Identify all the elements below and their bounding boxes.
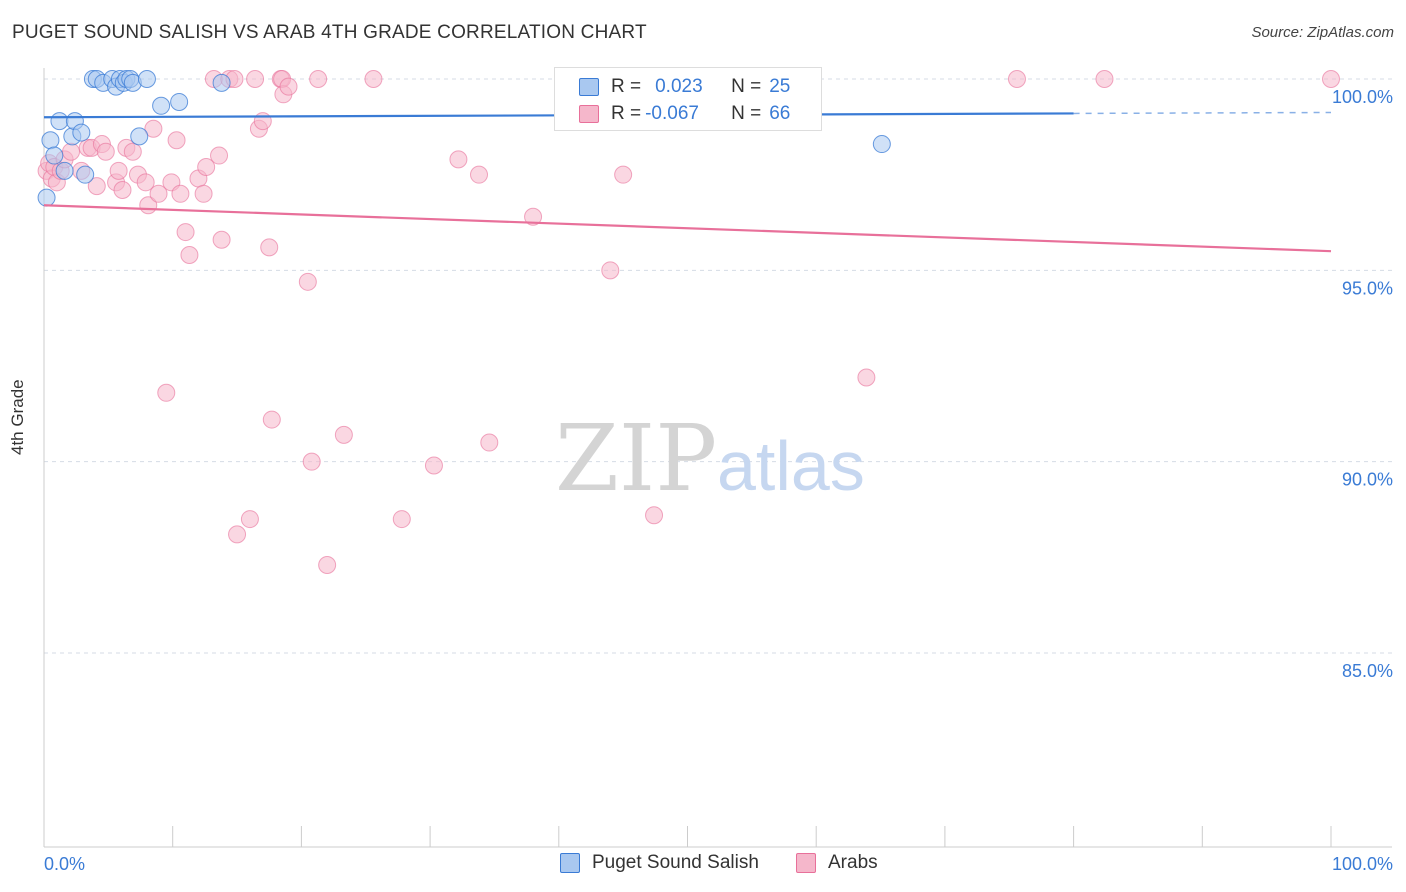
r-value: -0.067 xyxy=(645,103,699,124)
arabs-point xyxy=(180,246,199,265)
salish-point xyxy=(130,127,149,146)
arabs-point xyxy=(1007,70,1026,88)
salish-swatch xyxy=(560,853,580,873)
arabs-point xyxy=(194,184,213,203)
arabs-point xyxy=(197,158,216,177)
watermark-zip: ZIP xyxy=(555,405,717,512)
arabs-point xyxy=(167,131,186,150)
correlation-legend: R = 0.023 N = 25 R = -0.067 N = 66 xyxy=(554,67,822,131)
n-value: 25 xyxy=(769,76,791,97)
arabs-point xyxy=(480,433,499,452)
salish-trend-extension xyxy=(1073,111,1332,115)
r-label: R = xyxy=(611,103,642,124)
arabs-point xyxy=(318,555,337,574)
salish-point xyxy=(212,73,231,92)
series-legend: Puget Sound Salish Arabs xyxy=(0,852,1406,878)
arabs-point xyxy=(1322,70,1340,88)
grid-lines xyxy=(44,78,1392,654)
arabs-point xyxy=(144,119,163,138)
arabs-point xyxy=(302,452,321,471)
salish-point xyxy=(137,70,156,88)
axes xyxy=(43,68,1392,848)
salish-point xyxy=(170,92,189,111)
arabs-point xyxy=(136,173,155,192)
trend-lines xyxy=(43,111,1332,253)
salish-point xyxy=(50,112,69,131)
n-label: N = xyxy=(731,76,762,97)
arabs-trend-line xyxy=(43,204,1332,253)
salish-point xyxy=(72,123,91,142)
y-tick-label: 100.0% xyxy=(1332,87,1393,107)
salish-point xyxy=(76,165,95,184)
arabs-point xyxy=(614,165,633,184)
r-value: 0.023 xyxy=(655,76,703,97)
legend-item-arabs[interactable]: Arabs xyxy=(796,852,878,874)
tick-labels: 85.0% 90.0% 95.0% 100.0% 0.0% 100.0% xyxy=(44,87,1393,874)
x-tick-label: 0.0% xyxy=(44,854,85,874)
source-credit: Source: ZipAtlas.com xyxy=(1251,24,1394,41)
arabs-point xyxy=(113,180,132,199)
arabs-point xyxy=(109,161,128,180)
arabs-point xyxy=(334,425,353,444)
arabs-point xyxy=(392,510,411,529)
arabs-point xyxy=(1095,70,1114,88)
salish-point xyxy=(872,135,891,154)
arabs-point xyxy=(279,77,298,96)
arabs-point xyxy=(857,368,876,387)
arabs-point xyxy=(260,238,279,257)
arabs-point xyxy=(123,142,142,161)
arabs-point xyxy=(62,142,81,161)
arabs-point xyxy=(176,223,195,242)
y-tick-label: 90.0% xyxy=(1342,470,1393,490)
arabs-point xyxy=(210,146,229,165)
arabs-point xyxy=(157,383,176,402)
arabs-point xyxy=(449,150,468,169)
arabs-swatch xyxy=(796,853,816,873)
arabs-point xyxy=(253,112,272,131)
y-tick-label: 95.0% xyxy=(1342,278,1393,298)
arabs-point xyxy=(524,207,543,226)
r-label: R = xyxy=(611,76,642,97)
arabs-point xyxy=(228,525,247,544)
watermark-atlas: atlas xyxy=(717,427,865,505)
y-axis-label: 4th Grade xyxy=(8,379,27,455)
x-tick-label: 100.0% xyxy=(1332,854,1393,874)
salish-point xyxy=(152,96,171,115)
watermark: ZIP atlas xyxy=(555,405,865,512)
arabs-point xyxy=(470,165,489,184)
salish-point xyxy=(41,131,60,150)
arabs-point xyxy=(171,184,190,203)
arabs-point xyxy=(298,272,317,291)
legend-row-arabs: R = -0.067 N = 66 xyxy=(579,103,790,125)
legend-label-salish: Puget Sound Salish xyxy=(592,852,759,873)
n-value: 66 xyxy=(769,103,791,124)
arabs-point xyxy=(309,70,328,88)
arabs-point xyxy=(364,70,383,88)
arabs-point xyxy=(601,261,620,280)
arabs-point xyxy=(212,230,231,249)
arabs-point xyxy=(149,184,168,203)
arabs-point xyxy=(246,70,265,88)
legend-item-salish[interactable]: Puget Sound Salish xyxy=(560,852,759,874)
salish-point xyxy=(37,188,56,207)
arabs-point xyxy=(240,510,259,529)
y-tick-label: 85.0% xyxy=(1342,661,1393,681)
salish-point xyxy=(55,161,74,180)
n-label: N = xyxy=(731,103,762,124)
arabs-point xyxy=(87,177,106,196)
salish-point xyxy=(45,146,64,165)
arabs-point xyxy=(96,142,115,161)
salish-swatch xyxy=(579,78,599,96)
arabs-swatch xyxy=(579,105,599,123)
legend-label-arabs: Arabs xyxy=(828,852,878,873)
legend-row-salish: R = 0.023 N = 25 xyxy=(579,76,790,98)
arabs-point xyxy=(645,506,664,525)
chart-title: PUGET SOUND SALISH VS ARAB 4TH GRADE COR… xyxy=(12,22,647,43)
arabs-point xyxy=(424,456,443,475)
arabs-point xyxy=(262,410,281,429)
